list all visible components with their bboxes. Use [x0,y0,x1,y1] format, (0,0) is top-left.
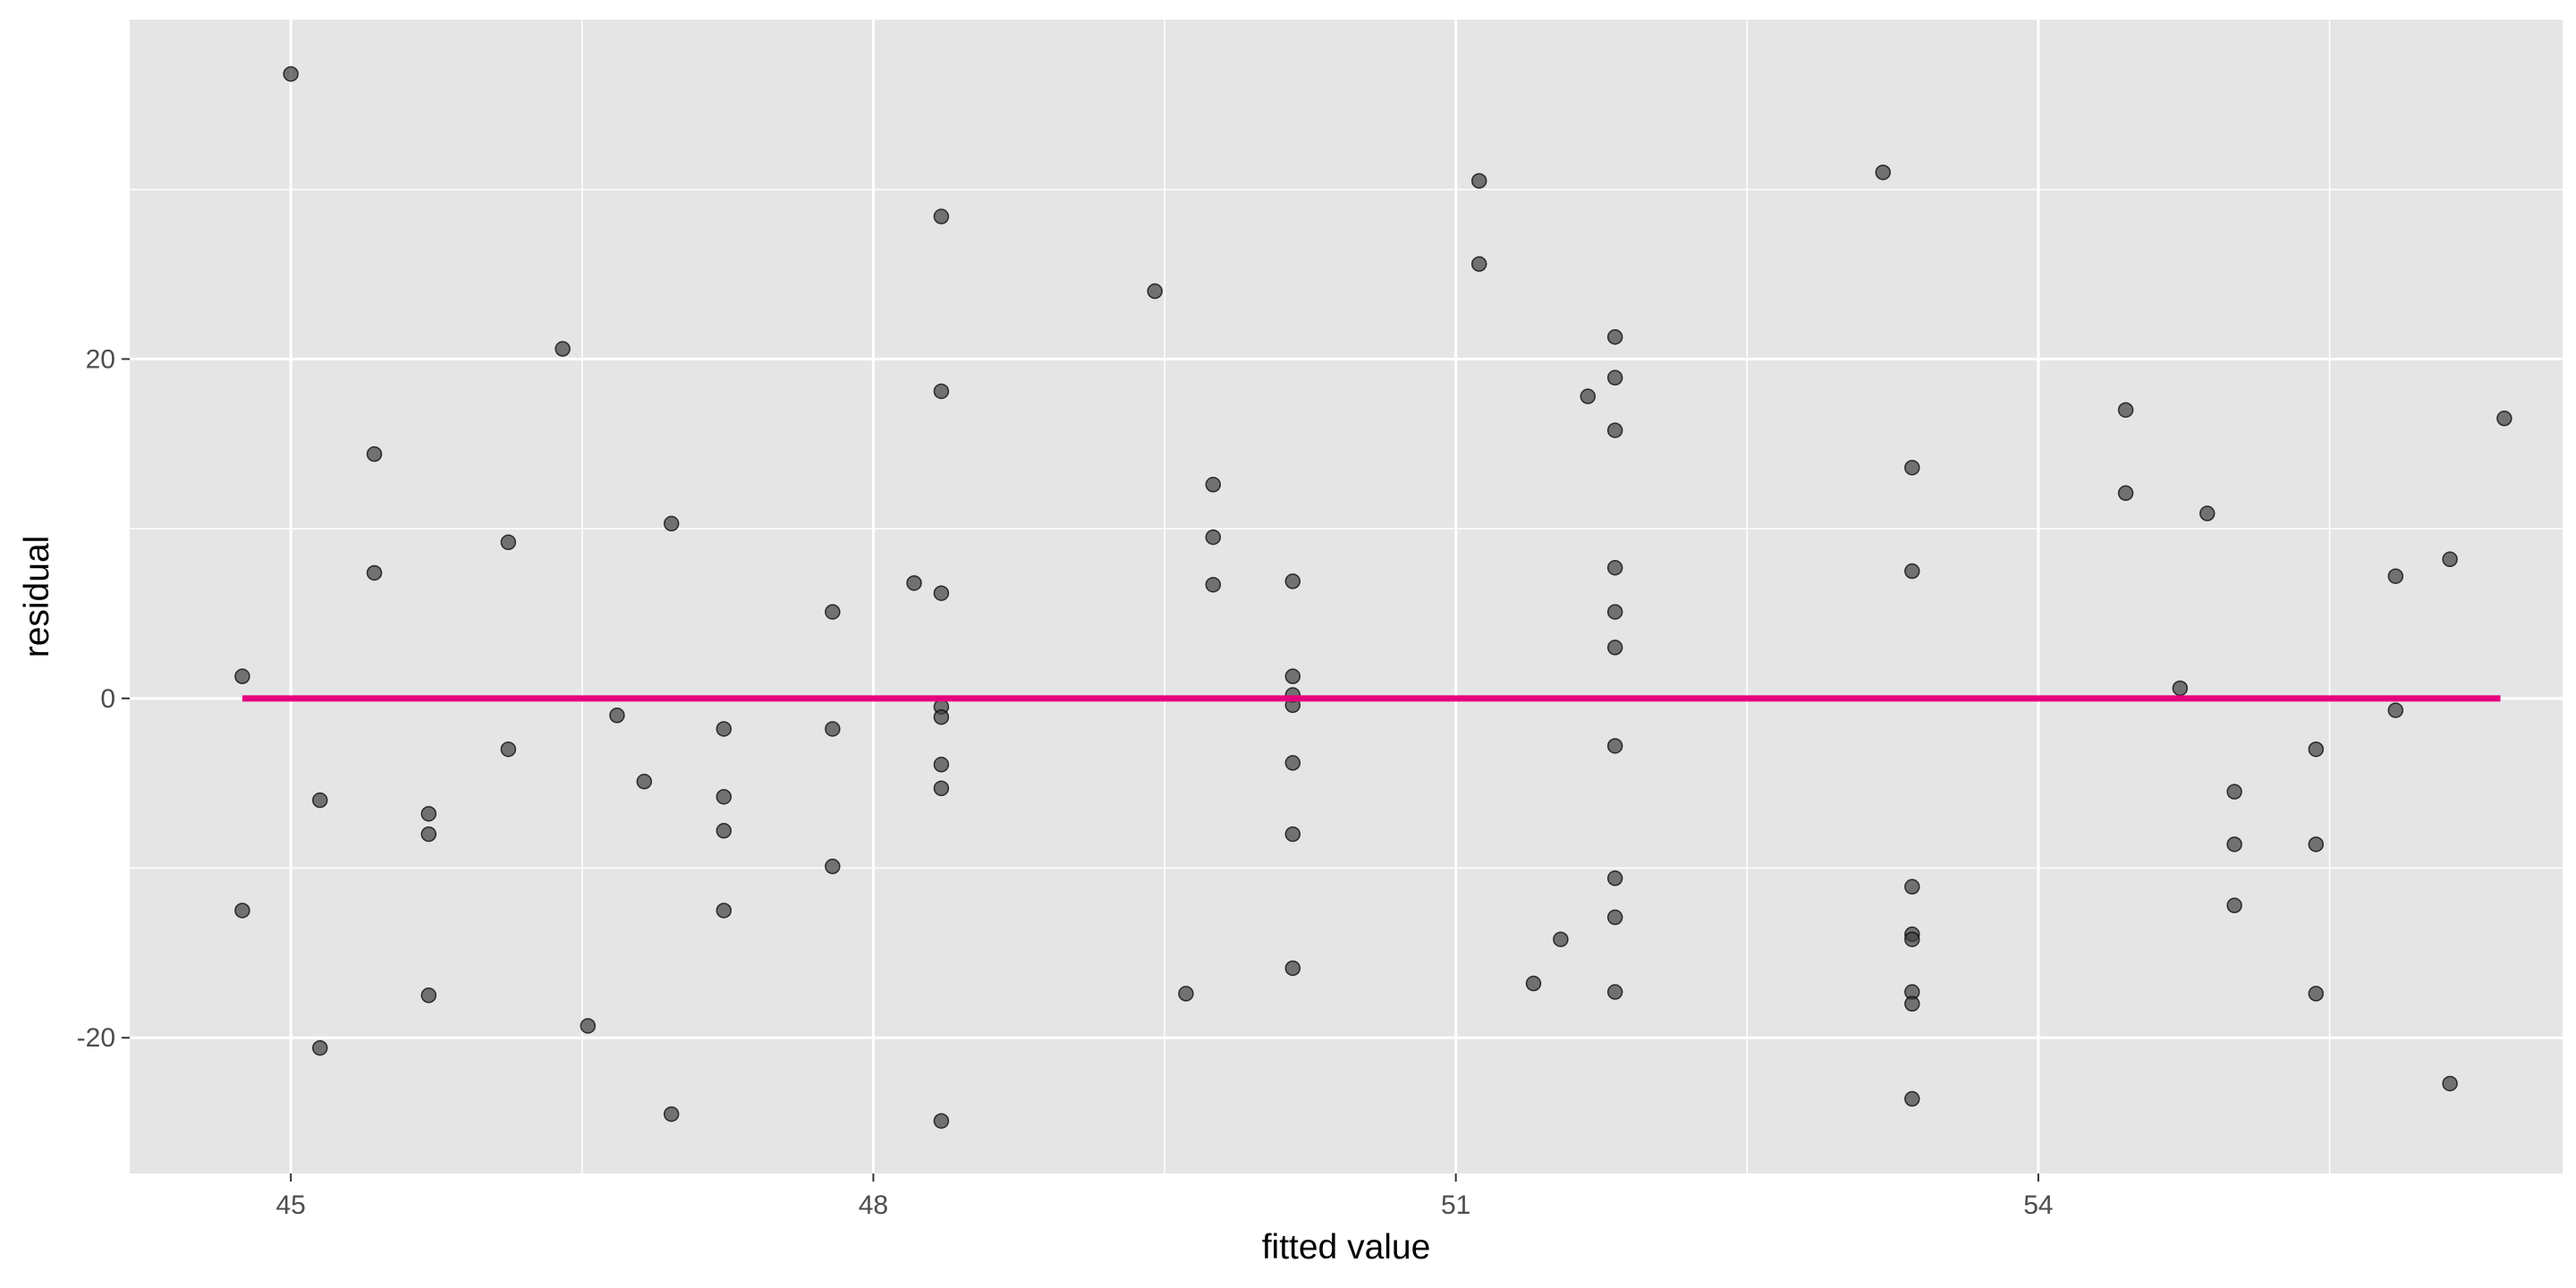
data-point-32 [933,780,950,797]
data-point-59 [1606,909,1623,926]
data-point-71 [2117,485,2134,502]
data-point-2 [283,65,299,82]
data-point-31 [933,757,950,773]
data-points [234,65,2512,1129]
data-point-50 [1580,388,1597,404]
data-point-69 [1904,1090,1920,1107]
data-point-72 [2172,680,2189,697]
data-point-28 [933,585,950,601]
data-point-58 [1606,870,1623,886]
data-point-37 [1205,529,1222,546]
data-point-83 [2442,1075,2458,1092]
x-tick-label-2: 51 [1441,1191,1470,1220]
y-axis-title: residual [18,536,56,658]
data-point-0 [234,668,250,684]
data-point-68 [1904,996,1920,1013]
data-point-17 [663,1106,680,1123]
minor-gridlines [130,20,2563,1174]
data-point-7 [420,806,437,822]
data-point-12 [555,341,571,357]
data-point-56 [1606,640,1623,656]
data-point-78 [2308,836,2325,852]
data-point-79 [2308,986,2325,1002]
y-tick-label-2: 20 [86,344,115,374]
data-point-45 [1284,960,1301,977]
data-point-75 [2226,836,2242,852]
data-point-47 [1470,256,1487,272]
data-point-40 [1284,668,1301,684]
data-point-46 [1470,173,1487,189]
data-point-34 [1147,283,1163,300]
data-point-61 [1875,164,1891,181]
data-point-23 [825,721,841,737]
data-point-26 [933,208,950,225]
data-point-33 [933,1113,950,1129]
data-point-24 [825,858,841,875]
data-point-73 [2199,505,2216,521]
data-point-54 [1606,560,1623,576]
data-point-77 [2308,741,2325,758]
data-point-11 [500,741,517,758]
data-point-49 [1553,931,1569,947]
data-point-82 [2442,551,2458,568]
data-point-20 [716,823,733,839]
data-point-81 [2387,702,2404,718]
data-point-4 [311,1039,328,1056]
data-point-64 [1904,878,1920,895]
data-point-51 [1606,329,1623,345]
x-tick-label-1: 48 [859,1191,888,1220]
y-tick-label-1: 0 [100,684,115,714]
data-point-6 [366,564,383,581]
data-point-39 [1284,573,1301,589]
data-point-43 [1284,755,1301,771]
data-point-8 [420,826,437,843]
data-point-13 [580,1018,597,1034]
data-point-25 [906,575,922,591]
data-point-48 [1525,975,1542,992]
data-point-53 [1606,422,1623,438]
data-point-9 [420,987,437,1004]
x-tick-label-3: 54 [2023,1191,2053,1220]
data-point-5 [366,445,383,462]
data-point-60 [1606,984,1623,1000]
data-point-66 [1904,931,1920,947]
data-point-63 [1904,563,1920,580]
data-point-62 [1904,460,1920,476]
data-point-70 [2117,402,2134,419]
y-tick-label-0: -20 [77,1023,115,1053]
data-point-57 [1606,738,1623,754]
data-point-22 [825,604,841,620]
data-point-3 [311,792,328,809]
data-point-14 [609,708,625,724]
data-point-10 [500,534,517,551]
data-point-21 [716,902,733,919]
y-axis-ticks: -20 0 20 [77,344,130,1053]
data-point-74 [2226,784,2242,800]
data-point-44 [1284,826,1301,843]
data-point-80 [2387,568,2404,584]
data-point-18 [716,721,733,737]
data-point-52 [1606,369,1623,386]
data-point-35 [1178,986,1194,1002]
data-point-27 [933,383,950,400]
data-point-15 [636,774,653,790]
data-point-76 [2226,897,2242,914]
data-point-19 [716,789,733,805]
data-point-36 [1205,477,1222,493]
x-tick-label-0: 45 [275,1191,305,1220]
data-point-30 [933,708,950,725]
data-point-16 [663,515,680,532]
x-axis-ticks: 45 48 51 54 [275,1174,2054,1220]
data-point-38 [1205,576,1222,593]
plot-panel [130,20,2563,1174]
data-point-55 [1606,604,1623,620]
data-point-1 [234,902,250,919]
x-axis-title: fitted value [1262,1228,1431,1267]
data-point-84 [2496,411,2512,427]
